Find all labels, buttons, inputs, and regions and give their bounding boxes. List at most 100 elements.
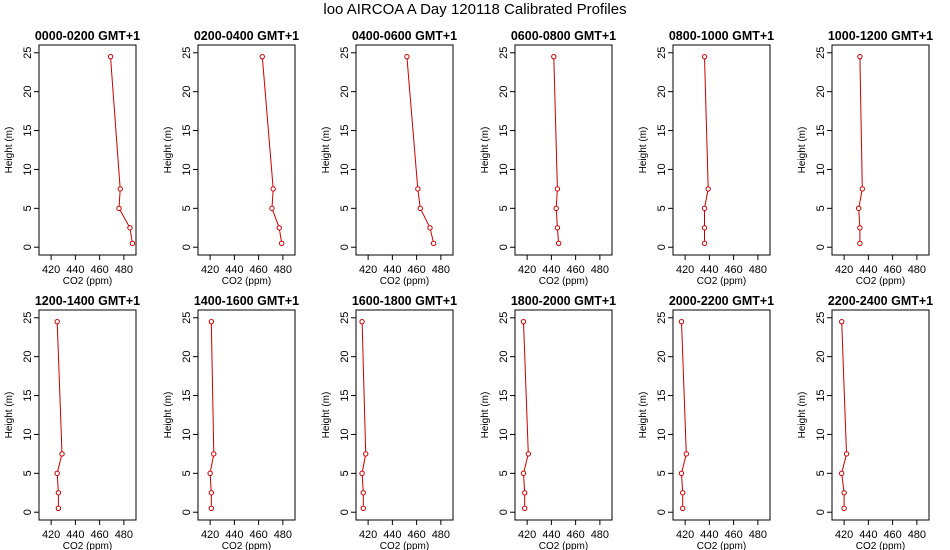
data-point xyxy=(359,470,365,477)
data-point xyxy=(857,225,863,231)
data-point xyxy=(107,53,114,60)
y-tick-label: 5 xyxy=(339,470,351,476)
y-tick-label: 5 xyxy=(815,470,827,476)
y-tick-label: 0 xyxy=(181,244,193,250)
y-tick-label: 25 xyxy=(498,312,510,324)
y-tick-label: 5 xyxy=(815,205,827,211)
data-point xyxy=(841,505,847,512)
x-axis-label: CO2 (ppm) xyxy=(63,541,112,550)
y-tick-label: 10 xyxy=(815,428,827,440)
x-axis-label: CO2 (ppm) xyxy=(856,541,905,550)
y-tick-label: 25 xyxy=(656,312,668,324)
profile-line xyxy=(522,321,529,509)
y-tick-label: 25 xyxy=(339,312,351,324)
x-tick-label: 440 xyxy=(859,264,877,276)
x-axis-label: CO2 (ppm) xyxy=(380,276,429,287)
panel-title: 1000-1200 GMT+1 xyxy=(828,29,933,43)
x-tick-label: 480 xyxy=(432,529,450,541)
y-tick-label: 10 xyxy=(815,163,827,175)
x-tick-label: 440 xyxy=(383,264,401,276)
x-axis-label: CO2 (ppm) xyxy=(856,276,905,287)
x-tick-label: 440 xyxy=(225,529,243,541)
x-axis-label: CO2 (ppm) xyxy=(539,276,588,287)
data-point xyxy=(269,205,275,212)
y-tick-label: 5 xyxy=(656,205,668,211)
data-point xyxy=(415,186,421,192)
y-axis-label: Height (m) xyxy=(163,127,174,174)
data-point xyxy=(55,505,62,512)
data-point xyxy=(359,318,365,325)
x-tick-label: 480 xyxy=(591,264,609,276)
x-axis-label: CO2 (ppm) xyxy=(222,276,271,287)
panel-title: 0400-0600 GMT+1 xyxy=(352,29,457,43)
y-tick-label: 20 xyxy=(656,351,668,363)
plot-frame xyxy=(197,44,296,256)
y-tick-label: 15 xyxy=(498,124,510,136)
y-tick-label: 20 xyxy=(22,86,34,98)
x-tick-label: 480 xyxy=(749,264,767,276)
x-axis-label: CO2 (ppm) xyxy=(222,541,271,550)
profile-line xyxy=(361,321,367,509)
y-tick-label: 10 xyxy=(181,428,193,440)
x-tick-label: 420 xyxy=(835,529,853,541)
data-point xyxy=(678,470,685,477)
y-tick-label: 20 xyxy=(815,86,827,98)
y-tick-label: 15 xyxy=(339,124,351,136)
data-point xyxy=(427,225,433,231)
y-tick-label: 10 xyxy=(22,428,34,440)
data-point xyxy=(680,490,686,496)
y-tick-label: 25 xyxy=(181,47,193,59)
y-axis-label: Height (m) xyxy=(638,127,649,174)
y-tick-label: 20 xyxy=(181,351,193,363)
x-axis-label: CO2 (ppm) xyxy=(697,276,746,287)
x-tick-label: 460 xyxy=(883,264,901,276)
plot-frame xyxy=(514,44,613,256)
y-tick-label: 5 xyxy=(656,470,668,476)
x-tick-label: 440 xyxy=(66,529,84,541)
panel-title: 0000-0200 GMT+1 xyxy=(35,29,140,43)
data-point xyxy=(554,186,561,192)
y-tick-label: 20 xyxy=(339,351,351,363)
panel-title: 0200-0400 GMT+1 xyxy=(194,29,299,43)
profile-line xyxy=(406,56,435,244)
data-point xyxy=(360,490,366,496)
x-tick-label: 420 xyxy=(201,264,219,276)
x-tick-label: 420 xyxy=(359,529,377,541)
y-tick-label: 0 xyxy=(181,509,193,515)
y-tick-label: 25 xyxy=(22,312,34,324)
y-axis-label: Height (m) xyxy=(4,392,15,439)
y-axis-label: Height (m) xyxy=(638,392,649,439)
y-tick-label: 5 xyxy=(181,205,193,211)
y-tick-label: 0 xyxy=(339,244,351,250)
y-tick-label: 20 xyxy=(22,351,34,363)
y-tick-label: 10 xyxy=(498,428,510,440)
y-tick-label: 20 xyxy=(815,351,827,363)
x-tick-label: 480 xyxy=(908,529,926,541)
profile-line xyxy=(841,321,848,509)
x-tick-label: 460 xyxy=(249,529,267,541)
data-point xyxy=(522,490,528,496)
x-tick-label: 480 xyxy=(908,264,926,276)
data-point xyxy=(555,240,562,247)
data-point xyxy=(259,53,265,60)
y-tick-label: 5 xyxy=(22,470,34,476)
y-tick-label: 5 xyxy=(181,470,193,476)
y-axis-label: Height (m) xyxy=(4,127,15,174)
x-tick-label: 420 xyxy=(359,264,377,276)
x-tick-label: 420 xyxy=(518,264,536,276)
data-point xyxy=(417,205,423,212)
y-tick-label: 10 xyxy=(339,428,351,440)
panel-title: 2200-2400 GMT+1 xyxy=(828,294,933,308)
profile-line xyxy=(858,56,863,244)
plot-frame xyxy=(514,309,613,521)
x-tick-label: 460 xyxy=(249,264,267,276)
data-point xyxy=(360,505,366,512)
data-point xyxy=(525,451,532,457)
data-point xyxy=(701,53,708,60)
data-point xyxy=(55,490,62,496)
data-point xyxy=(116,205,122,212)
y-axis-label: Height (m) xyxy=(321,392,332,439)
data-point xyxy=(553,205,559,212)
y-tick-label: 15 xyxy=(656,389,668,401)
